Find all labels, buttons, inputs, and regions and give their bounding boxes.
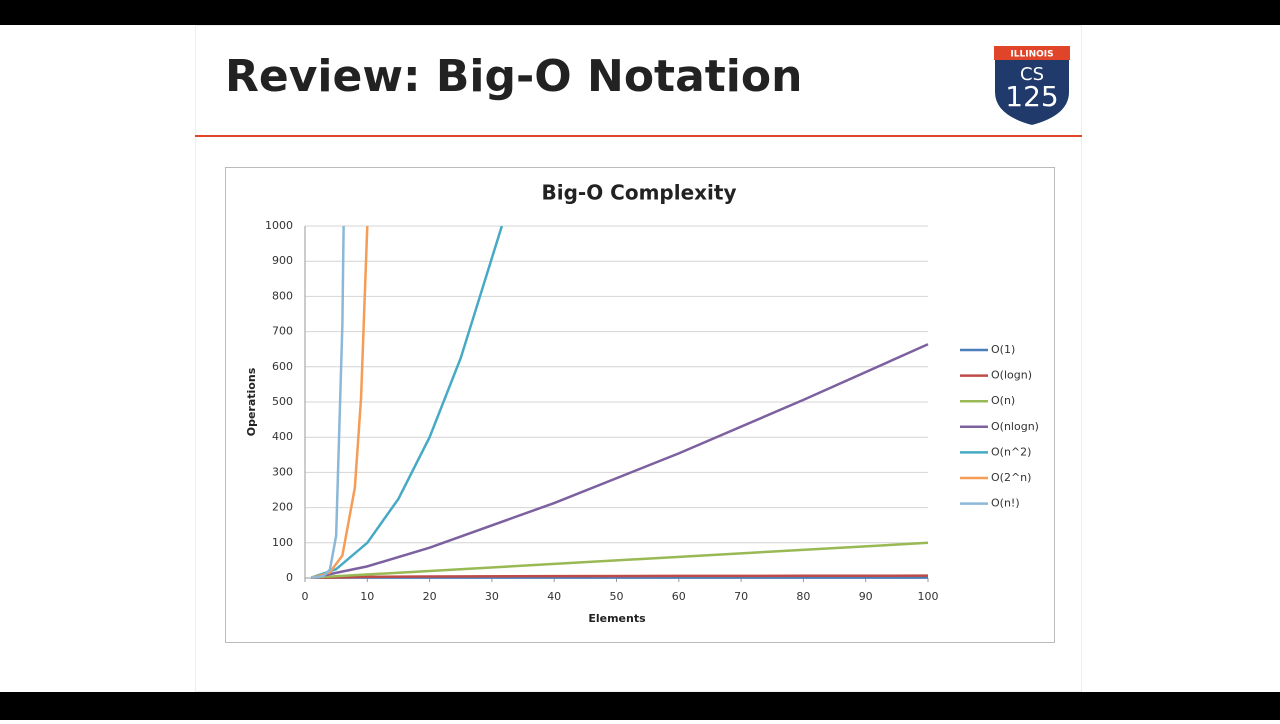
y-tick-label: 200 [272,501,293,514]
y-tick-label: 1000 [265,219,293,232]
series-line [310,343,929,579]
x-tick-label: 80 [796,590,810,603]
x-tick-label: 20 [423,590,437,603]
y-tick-label: 800 [272,289,293,302]
x-tick-label: 30 [485,590,499,603]
top-bar [0,0,1280,25]
legend-label: O(n!) [991,497,1020,510]
y-tick-label: 100 [272,536,293,549]
y-tick-label: 300 [272,465,293,478]
legend-label: O(1) [991,343,1015,356]
x-tick-label: 100 [918,590,939,603]
x-tick-label: 40 [547,590,561,603]
legend-label: O(nlogn) [991,420,1039,433]
x-axis-label: Elements [588,612,646,625]
x-tick-label: 50 [610,590,624,603]
y-tick-label: 600 [272,360,293,373]
x-tick-label: 10 [360,590,374,603]
plot-area [310,226,929,579]
series-line [311,541,929,579]
x-tick-label: 70 [734,590,748,603]
x-tick-label: 60 [672,590,686,603]
logo: ILLINOIS CS 125 [993,45,1071,128]
y-tick-label: 700 [272,325,293,338]
logo-top: ILLINOIS [1010,50,1053,60]
y-tick-label: 900 [272,254,293,267]
logo-band [994,46,1070,60]
legend-label: O(n^2) [991,445,1031,458]
legend-label: O(logn) [991,369,1032,382]
series-line [311,226,345,579]
series-line [311,574,929,579]
y-tick-label: 0 [286,571,293,584]
series-line [310,226,504,579]
logo-line2: 125 [1005,80,1058,113]
y-axis-label: Operations [245,367,258,436]
legend-label: O(2^n) [991,471,1031,484]
bottom-bar [0,692,1280,720]
logo-line1: CS [1020,64,1044,85]
x-tick-label: 90 [859,590,873,603]
chart-frame [225,167,1055,643]
legend-label: O(n) [991,394,1015,407]
x-tick-label: 0 [302,590,309,603]
chart-title: Big-O Complexity [541,181,736,205]
y-tick-label: 500 [272,395,293,408]
y-tick-label: 400 [272,430,293,443]
logo-shield [993,45,1071,128]
slide-title: Review: Big-O Notation [225,51,802,102]
